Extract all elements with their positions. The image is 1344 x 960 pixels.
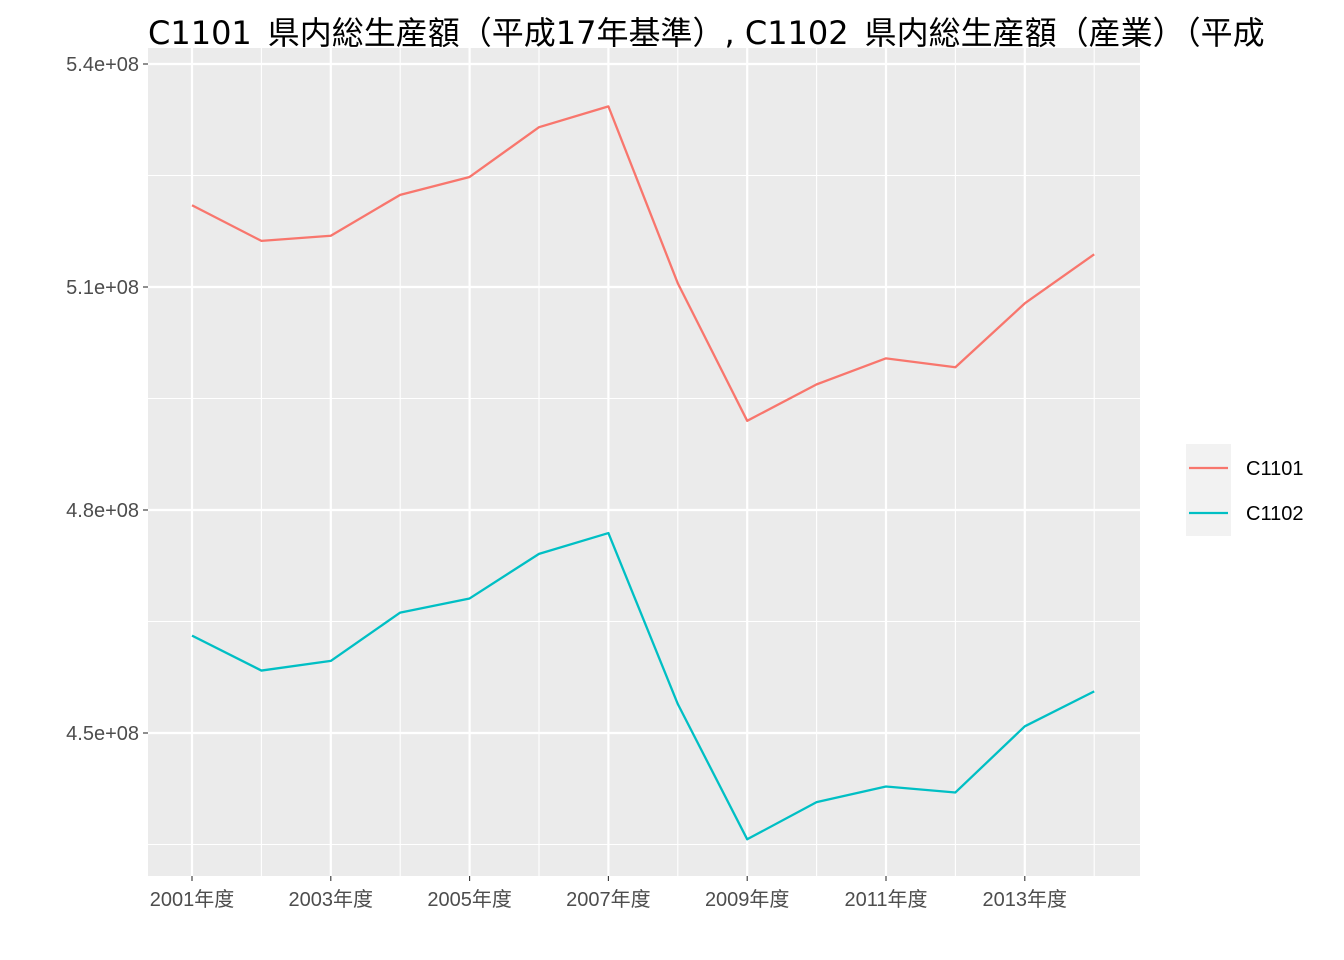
- x-tick-label: 2007年度: [566, 888, 651, 911]
- axes: 4.5e+08 4.8e+08 5.1e+08 5.4e+08 2001年度 2003年度…: [66, 54, 1067, 911]
- series-lines: [191, 105, 1095, 841]
- plot-panel: [148, 48, 1140, 876]
- major-gridlines: [148, 48, 1140, 876]
- x-tick-label: 2009年度: [705, 888, 790, 911]
- y-tick-label: 4.8e+08: [66, 500, 139, 522]
- chart-title: C1101_県内総生産額（平成17年基準）, C1102_県内総生産額（産業）（…: [148, 14, 1265, 52]
- legend: C1101 C1102: [1186, 444, 1303, 536]
- x-tick-label: 2005年度: [427, 888, 512, 911]
- y-tick-label: 5.1e+08: [66, 277, 139, 299]
- series-line-c1102: [191, 531, 1095, 841]
- legend-label-c1102: C1102: [1246, 503, 1303, 525]
- y-tick-label: 4.5e+08: [66, 723, 139, 745]
- y-tick-label: 5.4e+08: [66, 54, 139, 76]
- series-line-c1101: [191, 105, 1095, 422]
- x-tick-label: 2013年度: [983, 888, 1068, 911]
- minor-gridlines: [148, 48, 1140, 876]
- x-tick-label: 2001年度: [150, 888, 235, 911]
- x-tick-label: 2011年度: [844, 888, 927, 911]
- legend-label-c1101: C1101: [1246, 458, 1303, 480]
- x-tick-label: 2003年度: [289, 888, 374, 911]
